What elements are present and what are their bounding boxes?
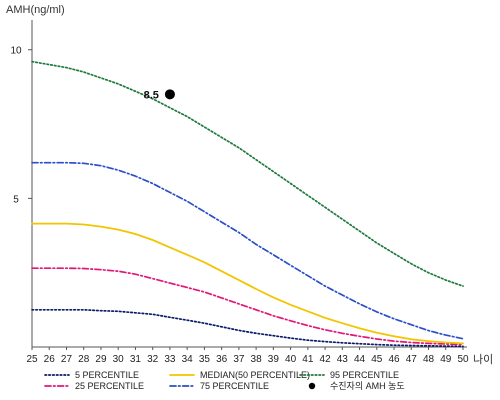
legend-label: 수진자의 AMH 농도 [330,381,405,391]
x-tick-label: 43 [337,354,349,365]
x-tick-label: 37 [233,354,245,365]
series-line [31,60,464,287]
legend-label: 5 PERCENTILE [75,370,139,380]
legend-label: 75 PERCENTILE [200,381,269,391]
x-tick-label: 40 [285,354,297,365]
x-tick-label: 42 [320,354,332,365]
x-tick-label: 50 [457,354,469,365]
x-tick-label: 26 [44,354,56,365]
legend-label: MEDIAN(50 PERCENTILE) [200,370,310,380]
patient-amh-point [164,89,175,100]
x-tick-label: 36 [216,354,228,365]
y-axis-title: AMH(ng/ml) [6,4,65,16]
x-tick-label: 31 [130,354,142,365]
legend-label: 95 PERCENTILE [330,370,399,380]
plot-area: 5 10 25 26 27 28 29 30 31 32 33 34 35 36 37 38 39 40 41 42 4… [10,20,493,366]
y-tick-label: 5 [13,194,19,205]
legend-label: 25 PERCENTILE [75,381,144,391]
series-line [31,222,464,345]
x-tick-label: 46 [388,354,400,365]
x-tick-label: 33 [164,354,176,365]
x-tick-label: 34 [182,354,194,365]
patient-amh-value-label: 8.5 [144,89,159,101]
x-tick-label: 35 [199,354,211,365]
series-line [31,308,464,348]
x-tick-label: 27 [61,354,73,365]
x-tick-label: 41 [302,354,314,365]
x-tick-label: 44 [354,354,366,365]
series-line [31,267,464,346]
series-line [31,161,464,340]
x-tick-label: 47 [406,354,418,365]
x-axis-title: 나이 [473,353,493,366]
x-tick-label: 29 [95,354,107,365]
x-tick-label: 49 [440,354,452,365]
x-tick-label: 39 [268,354,280,365]
x-tick-label: 32 [147,354,159,365]
x-tick-label: 38 [251,354,263,365]
y-tick-label: 10 [10,46,22,57]
legend-marker [308,382,316,390]
x-tick-label: 30 [113,354,125,365]
x-tick-label: 25 [26,354,38,365]
x-tick-label: 48 [423,354,435,365]
x-tick-label: 28 [78,354,90,365]
x-tick-label: 45 [371,354,383,365]
